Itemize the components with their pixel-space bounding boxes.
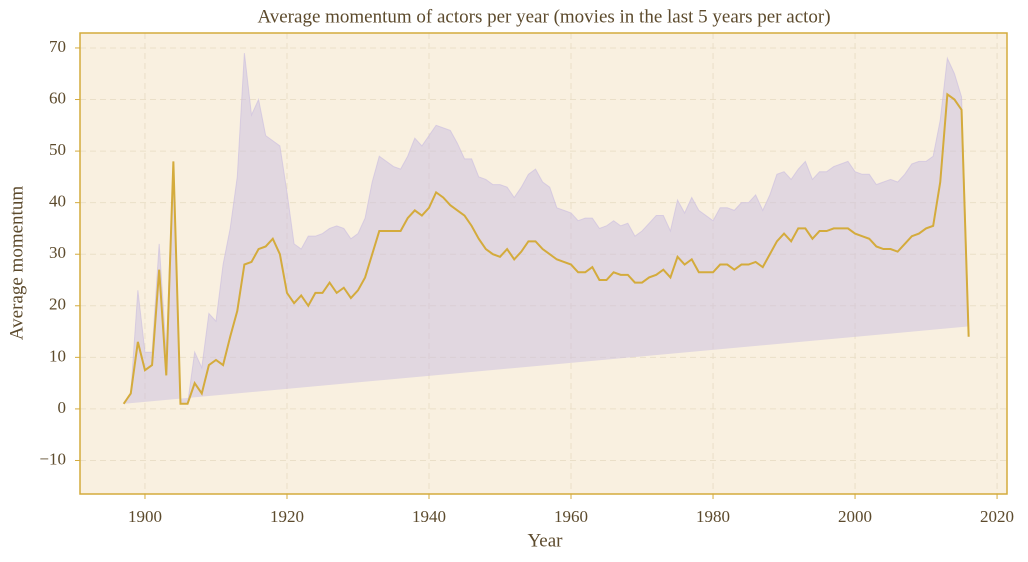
x-tick-label: 1940: [412, 507, 446, 526]
y-axis-label: Average momentum: [6, 186, 27, 340]
chart-title: Average momentum of actors per year (mov…: [257, 6, 830, 27]
x-tick-label: 2000: [838, 507, 872, 526]
y-tick-label: 50: [49, 140, 66, 159]
x-tick-label: 1920: [270, 507, 304, 526]
plot-border: [79, 32, 1008, 495]
y-tick-label: −10: [39, 449, 66, 468]
y-tick-label: 0: [58, 398, 67, 417]
y-tick-label: 30: [49, 243, 66, 262]
x-tick-label: 1980: [696, 507, 730, 526]
x-tick-label: 1900: [128, 507, 162, 526]
y-tick-label: 10: [49, 346, 66, 365]
x-tick-label: 1960: [554, 507, 588, 526]
line: [122, 92, 970, 405]
y-tick-label: 20: [49, 295, 66, 314]
y-tick-label: 40: [49, 192, 66, 211]
confidence-band: [123, 53, 970, 405]
x-axis-label: Year: [527, 530, 563, 551]
y-tick-label: 70: [49, 37, 66, 56]
y-tick-label: 60: [49, 88, 66, 107]
x-tick-label: 2020: [980, 507, 1014, 526]
